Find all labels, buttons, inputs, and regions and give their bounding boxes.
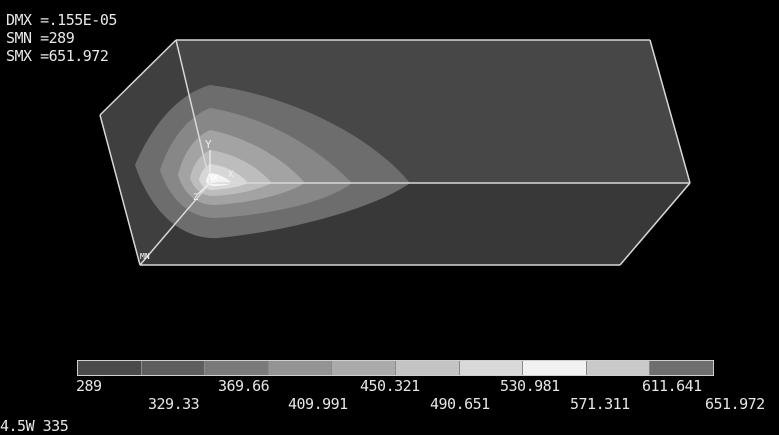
legend-swatch-1 [78,361,142,375]
legend-label-1: 289 [76,377,102,395]
smx-readout: SMX =651.972 [6,47,109,65]
min-marker: MN [140,252,150,261]
legend-swatch-7 [459,361,524,375]
caption: 4.5W 335 [0,417,69,435]
legend-label-10: 651.972 [705,395,765,413]
box-edges [99,39,691,266]
color-legend-bar [77,360,714,376]
triad-z-label: Z [193,193,199,203]
legend-swatch-8 [523,361,587,375]
legend-label-8: 571.311 [570,395,630,413]
legend-label-6: 490.651 [430,395,490,413]
legend-swatch-10 [650,361,713,375]
legend-label-2: 329.33 [148,395,200,413]
legend-label-7: 530.981 [500,377,560,395]
triad-x-label: X [228,170,234,180]
legend-label-3: 369.66 [218,377,270,395]
model-view[interactable]: Y X Z MX MN [0,0,779,350]
legend-label-5: 450.321 [360,377,420,395]
legend-swatch-6 [395,361,460,375]
legend-label-4: 409.991 [288,395,348,413]
coordinate-triad [197,150,229,195]
smn-readout: SMN =289 [6,29,75,47]
legend-swatch-5 [332,361,396,375]
triad-y-label: Y [205,138,212,151]
legend-label-9: 611.641 [642,377,702,395]
legend-swatch-9 [586,361,651,375]
dmx-readout: DMX =.155E-05 [6,11,117,29]
legend-swatch-3 [205,361,269,375]
max-marker: MX [208,173,218,182]
legend-swatch-4 [268,361,333,375]
legend-swatch-2 [141,361,206,375]
